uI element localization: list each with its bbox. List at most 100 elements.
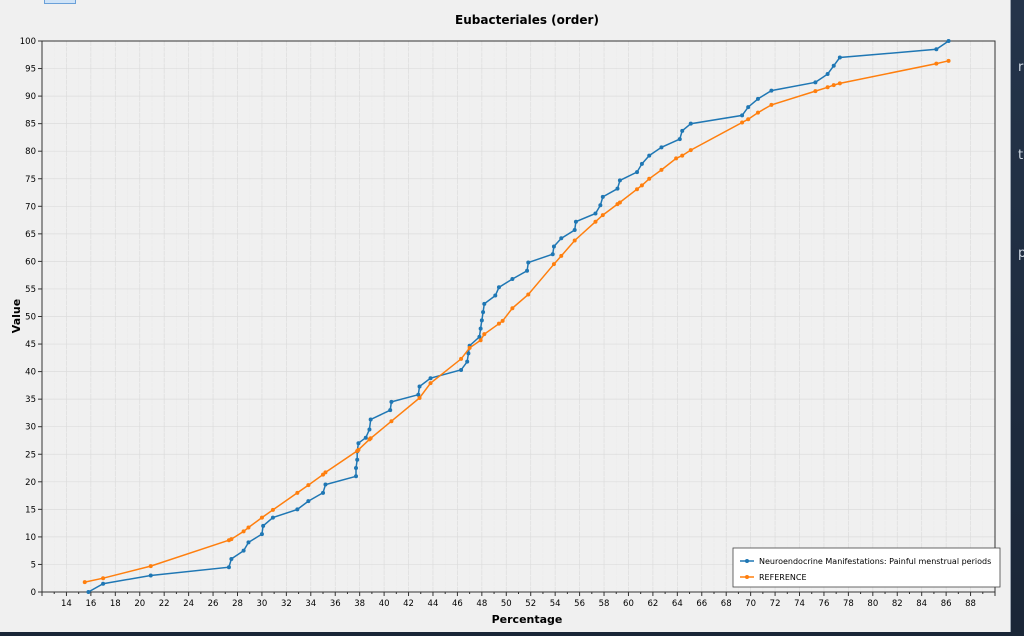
y-tick-label: 85: [25, 120, 36, 130]
data-point: [551, 262, 556, 267]
data-point: [148, 564, 153, 569]
y-tick-label: 35: [25, 395, 36, 405]
x-tick-label: 34: [305, 599, 316, 609]
x-tick-label: 46: [452, 599, 463, 609]
data-point: [241, 529, 246, 534]
y-tick-label: 20: [25, 478, 36, 488]
legend: Neuroendocrine Manifestations: Painful m…: [732, 547, 1001, 588]
data-point: [389, 399, 394, 404]
data-point: [270, 507, 275, 512]
data-point: [229, 556, 234, 561]
data-point: [321, 490, 326, 495]
legend-marker-1: [745, 559, 749, 563]
data-point: [466, 351, 471, 356]
x-tick-label: 88: [965, 599, 976, 609]
x-tick-label: 28: [232, 599, 243, 609]
data-point: [600, 194, 605, 199]
data-point: [229, 537, 234, 542]
data-point: [367, 427, 372, 432]
x-tick-label: 78: [843, 599, 854, 609]
edge-glyph: p: [1018, 246, 1024, 261]
data-point: [417, 384, 422, 389]
y-tick-label: 100: [20, 37, 36, 47]
x-tick-label: 58: [599, 599, 610, 609]
y-tick-label: 25: [25, 450, 36, 460]
data-point: [674, 156, 679, 161]
data-point: [946, 58, 951, 63]
data-point: [478, 338, 483, 343]
x-axis-label: Percentage: [492, 613, 563, 626]
data-point: [934, 61, 939, 66]
data-point: [769, 88, 774, 93]
data-point: [769, 102, 774, 107]
data-point: [813, 89, 818, 94]
data-point: [416, 392, 421, 397]
data-point: [837, 81, 842, 86]
data-point: [677, 137, 682, 142]
data-point: [259, 515, 264, 520]
y-tick-label: 10: [25, 533, 36, 543]
y-tick-label: 60: [25, 257, 36, 267]
data-point: [306, 499, 311, 504]
y-tick-label: 90: [25, 92, 36, 102]
data-point: [479, 318, 484, 323]
data-point: [831, 63, 836, 68]
data-point: [647, 176, 652, 181]
x-tick-label: 72: [770, 599, 781, 609]
data-point: [572, 227, 577, 232]
x-tick-label: 86: [941, 599, 952, 609]
data-point: [659, 167, 664, 172]
data-point: [559, 253, 564, 258]
grid-lines: [41, 40, 996, 593]
x-tick-label: 38: [354, 599, 365, 609]
data-point: [295, 507, 300, 512]
series-group: [82, 39, 951, 594]
y-tick-label: 15: [25, 505, 36, 515]
data-point: [368, 417, 373, 422]
x-tick-label: 76: [819, 599, 830, 609]
data-point: [551, 244, 556, 249]
data-point: [356, 447, 361, 452]
x-tick-label: 36: [330, 599, 341, 609]
data-point: [639, 183, 644, 188]
edge-glyph: t: [1018, 148, 1024, 163]
data-point: [261, 523, 266, 528]
data-point: [459, 367, 464, 372]
y-tick-label: 50: [25, 313, 36, 323]
x-tick-label: 16: [85, 599, 96, 609]
series-line-2: [84, 60, 949, 583]
data-point: [496, 321, 501, 326]
x-tick-label: 64: [672, 599, 683, 609]
data-point: [101, 576, 106, 581]
x-tick-label: 30: [257, 599, 268, 609]
x-tick-label: 44: [428, 599, 439, 609]
data-point: [241, 548, 246, 553]
x-tick-label: 50: [501, 599, 512, 609]
x-tick-label: 40: [379, 599, 390, 609]
x-tick-label: 20: [134, 599, 145, 609]
data-point: [246, 525, 251, 530]
x-tick-label: 70: [745, 599, 756, 609]
data-point: [573, 219, 578, 224]
data-point: [659, 145, 664, 150]
data-point: [493, 293, 498, 298]
data-point: [82, 580, 87, 585]
data-point: [813, 80, 818, 85]
data-point: [598, 203, 603, 208]
data-point: [688, 148, 693, 153]
chart-title: Eubacteriales (order): [455, 13, 599, 27]
data-point: [639, 161, 644, 166]
data-point: [755, 96, 760, 101]
window-tab[interactable]: [44, 0, 76, 4]
data-point: [428, 376, 433, 381]
data-point: [428, 381, 433, 386]
data-point: [226, 565, 231, 570]
y-tick-label: 40: [25, 368, 36, 378]
data-point: [101, 581, 106, 586]
data-point: [259, 532, 264, 537]
x-tick-label: 54: [550, 599, 561, 609]
data-point: [482, 332, 487, 337]
data-point: [467, 345, 472, 350]
x-tick-label: 24: [183, 599, 194, 609]
